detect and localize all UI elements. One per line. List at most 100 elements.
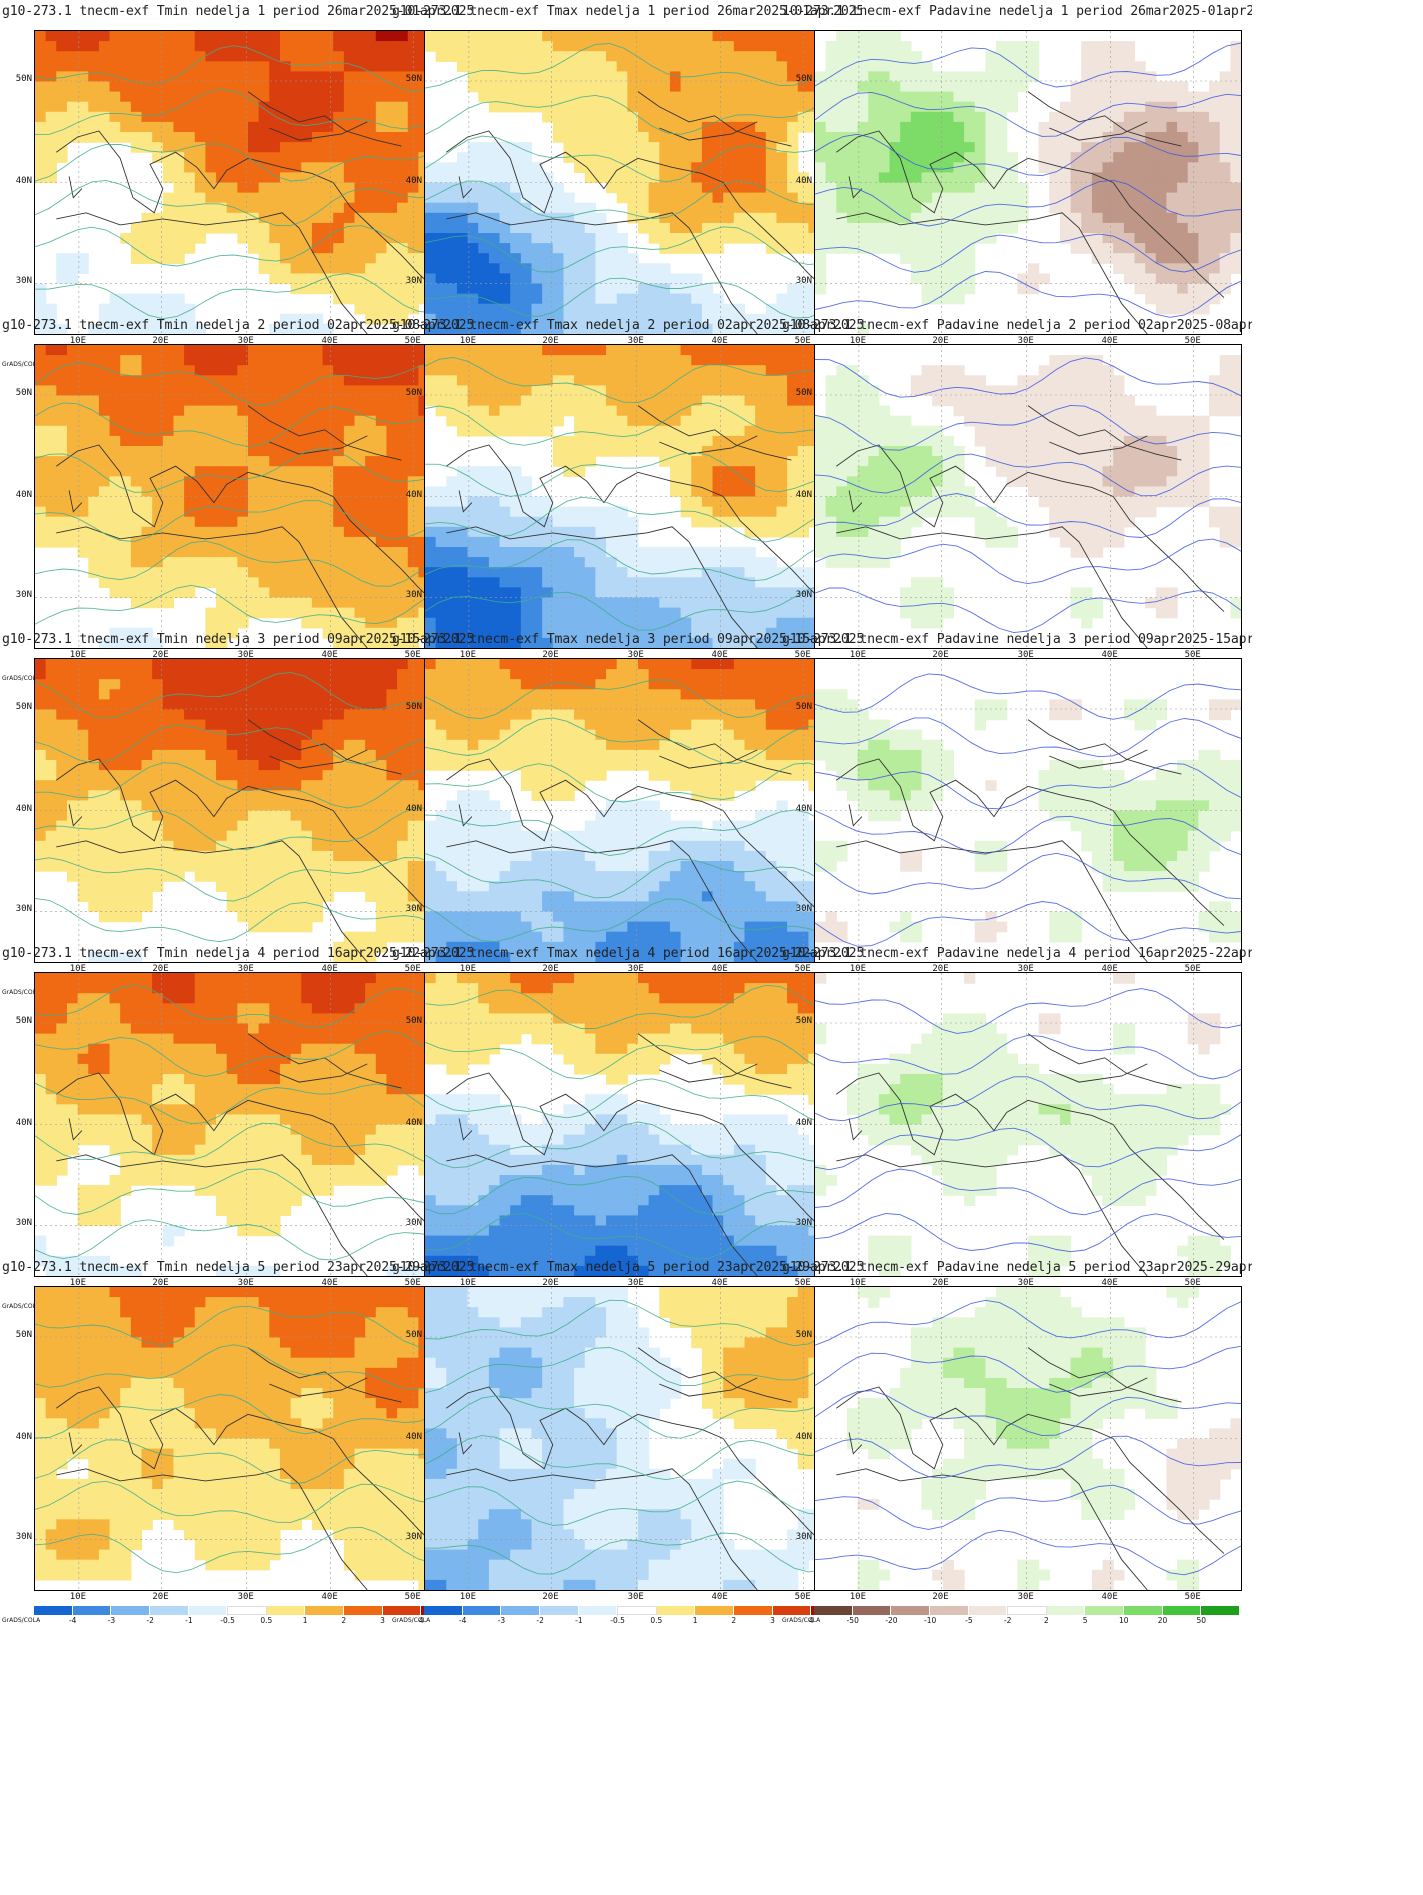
field-cell xyxy=(584,577,596,588)
field-cell xyxy=(616,405,628,417)
field-cell xyxy=(910,192,923,204)
field-cell xyxy=(77,486,89,498)
field-cell xyxy=(488,142,501,153)
field-cell xyxy=(1230,51,1241,62)
field-cell xyxy=(1028,71,1040,83)
field-cell xyxy=(1134,132,1146,143)
field-cell xyxy=(488,385,501,397)
field-cell xyxy=(173,71,185,83)
field-cell xyxy=(279,243,292,254)
contour-line xyxy=(35,179,461,227)
field-cell xyxy=(66,132,79,143)
field-cell xyxy=(648,172,660,184)
field-cell xyxy=(499,71,511,83)
field-cell xyxy=(595,345,607,356)
field-cell xyxy=(290,506,302,518)
field-cell xyxy=(1049,172,1061,184)
field-cell xyxy=(815,182,827,194)
field-cell xyxy=(98,415,111,427)
field-cell xyxy=(226,405,238,417)
field-cell xyxy=(397,233,409,244)
field-cell xyxy=(868,51,880,62)
field-cell xyxy=(574,415,586,427)
field-cell xyxy=(35,506,47,518)
field-cell xyxy=(248,446,260,457)
field-cell xyxy=(425,243,437,254)
field-cell xyxy=(797,526,809,538)
field-cell xyxy=(248,405,260,417)
field-cell xyxy=(776,323,788,334)
field-cell xyxy=(584,142,596,153)
field-cell xyxy=(1070,212,1082,224)
field-cell xyxy=(397,162,409,173)
field-cell xyxy=(985,101,997,113)
field-cell xyxy=(733,81,746,93)
field-cell xyxy=(776,425,788,437)
field-cell xyxy=(846,172,859,184)
field-cell xyxy=(184,51,196,62)
field-cell xyxy=(1113,212,1125,224)
field-cell xyxy=(964,253,976,264)
field-cell xyxy=(787,456,799,467)
field-cell xyxy=(595,233,607,244)
field-cell xyxy=(659,152,671,163)
field-cell xyxy=(910,91,923,103)
field-cell xyxy=(478,536,490,548)
field-cell xyxy=(520,627,533,639)
field-cell xyxy=(942,91,955,103)
field-cell xyxy=(1081,41,1093,52)
field-cell xyxy=(1230,192,1241,204)
field-cell xyxy=(857,61,869,72)
field-cell xyxy=(279,51,292,62)
field-cell xyxy=(237,567,249,578)
field-cell xyxy=(354,405,366,417)
field-cell xyxy=(322,345,334,356)
field-cell xyxy=(574,233,586,244)
field-cell xyxy=(499,283,511,295)
field-cell xyxy=(446,182,458,194)
field-cell xyxy=(467,486,479,498)
field-cell xyxy=(701,577,714,588)
field-cell xyxy=(375,395,388,407)
field-cell xyxy=(606,243,618,254)
field-cell xyxy=(311,395,324,407)
field-cell xyxy=(162,81,175,93)
field-cell xyxy=(552,395,565,407)
field-cell xyxy=(130,132,143,143)
field-cell xyxy=(301,476,313,487)
field-cell xyxy=(343,31,356,42)
field-cell xyxy=(787,476,799,487)
field-cell xyxy=(343,446,356,457)
field-cell xyxy=(563,506,575,518)
field-cell xyxy=(701,627,714,639)
field-cell xyxy=(269,516,281,528)
field-cell xyxy=(776,222,788,234)
field-cell xyxy=(964,222,976,234)
field-cell xyxy=(333,536,345,548)
field-cell xyxy=(1102,81,1114,93)
field-cell xyxy=(964,283,976,295)
field-cell xyxy=(574,91,586,103)
field-cell xyxy=(397,375,409,386)
field-cell xyxy=(258,172,270,184)
field-cell xyxy=(290,476,302,487)
field-cell xyxy=(552,222,565,234)
field-cell xyxy=(478,182,490,194)
field-cell xyxy=(659,587,671,599)
field-cell xyxy=(478,293,490,305)
field-cell xyxy=(162,253,175,264)
field-cell xyxy=(407,547,419,558)
field-cell xyxy=(130,111,143,123)
field-cell xyxy=(478,273,490,285)
field-cell xyxy=(269,536,281,548)
field-cell xyxy=(825,212,837,224)
field-cell xyxy=(499,61,511,72)
field-cell xyxy=(701,91,714,103)
field-cell xyxy=(279,111,292,123)
field-cell xyxy=(365,425,377,437)
field-cell xyxy=(1177,81,1189,93)
field-cell xyxy=(584,587,596,599)
field-cell xyxy=(456,233,469,244)
field-cell xyxy=(797,506,809,518)
field-cell xyxy=(755,91,767,103)
